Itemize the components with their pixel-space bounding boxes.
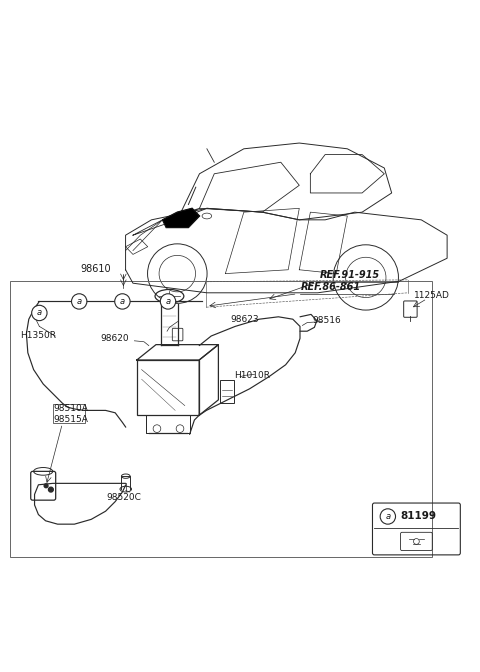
- Circle shape: [115, 294, 130, 309]
- Text: 98623: 98623: [230, 314, 259, 324]
- Polygon shape: [163, 208, 200, 228]
- Text: 98620: 98620: [101, 334, 130, 343]
- Bar: [53, 404, 85, 423]
- Text: 98510A: 98510A: [54, 405, 89, 413]
- Text: 98516: 98516: [312, 316, 341, 325]
- Circle shape: [48, 487, 53, 492]
- Text: 81199: 81199: [401, 511, 437, 521]
- Bar: [220, 380, 234, 403]
- Text: a: a: [385, 512, 390, 521]
- Text: 98520C: 98520C: [107, 493, 141, 503]
- Circle shape: [160, 294, 176, 309]
- Text: REF.86-861: REF.86-861: [301, 282, 361, 292]
- Text: H1010R: H1010R: [234, 371, 270, 380]
- Text: 98515A: 98515A: [54, 415, 89, 425]
- Text: 98610: 98610: [81, 263, 111, 274]
- Text: a: a: [77, 297, 82, 306]
- Text: a: a: [166, 297, 170, 306]
- Circle shape: [44, 484, 48, 488]
- Circle shape: [32, 305, 47, 321]
- Text: H1350R: H1350R: [20, 331, 56, 341]
- Circle shape: [380, 509, 396, 524]
- Bar: [10, 281, 432, 557]
- Text: REF.91-915: REF.91-915: [320, 270, 380, 280]
- Text: a: a: [37, 308, 42, 317]
- Text: 1125AD: 1125AD: [414, 291, 450, 300]
- Circle shape: [72, 294, 87, 309]
- Text: a: a: [120, 297, 125, 306]
